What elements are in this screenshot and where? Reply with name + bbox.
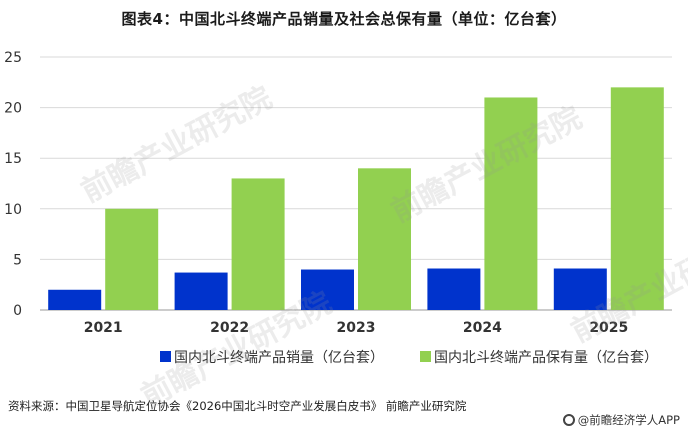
legend-label: 国内北斗终端产品保有量（亿台套） (434, 350, 658, 366)
app-watermark: @前瞻经济学人APP (562, 412, 680, 428)
bar-stock (358, 168, 411, 310)
chart-title: 图表4：中国北斗终端产品销量及社会总保有量（单位：亿台套） (121, 10, 567, 28)
y-tick-label: 0 (13, 303, 22, 319)
x-tick-label: 2025 (589, 320, 628, 336)
x-tick-label: 2023 (337, 320, 376, 336)
y-tick-label: 25 (4, 50, 22, 66)
bar-sales (301, 269, 354, 310)
app-watermark-text: @前瞻经济学人APP (577, 413, 680, 427)
bar-stock (231, 178, 285, 310)
source-note: 资料来源：中国卫星导航定位协会《2026中国北斗时空产业发展白皮书》 前瞻产业研… (8, 399, 467, 413)
bar-stock (610, 87, 664, 310)
bar-stock (484, 97, 538, 310)
bar-sales (553, 268, 607, 310)
legend-swatch (420, 351, 431, 362)
x-tick-label: 2024 (463, 320, 502, 336)
x-tick-label: 2022 (210, 320, 249, 336)
legend-swatch (160, 351, 171, 362)
y-tick-label: 20 (4, 101, 22, 117)
y-tick-label: 10 (4, 202, 22, 218)
y-tick-label: 15 (4, 151, 22, 167)
bar-stock (105, 208, 159, 310)
legend-label: 国内北斗终端产品销量（亿台套） (174, 350, 384, 366)
y-tick-label: 5 (13, 252, 22, 268)
bar-sales (174, 272, 228, 310)
x-tick-label: 2021 (84, 320, 123, 336)
app-logo-icon (562, 414, 575, 426)
bar-sales (48, 289, 102, 310)
bar-sales (427, 268, 481, 310)
